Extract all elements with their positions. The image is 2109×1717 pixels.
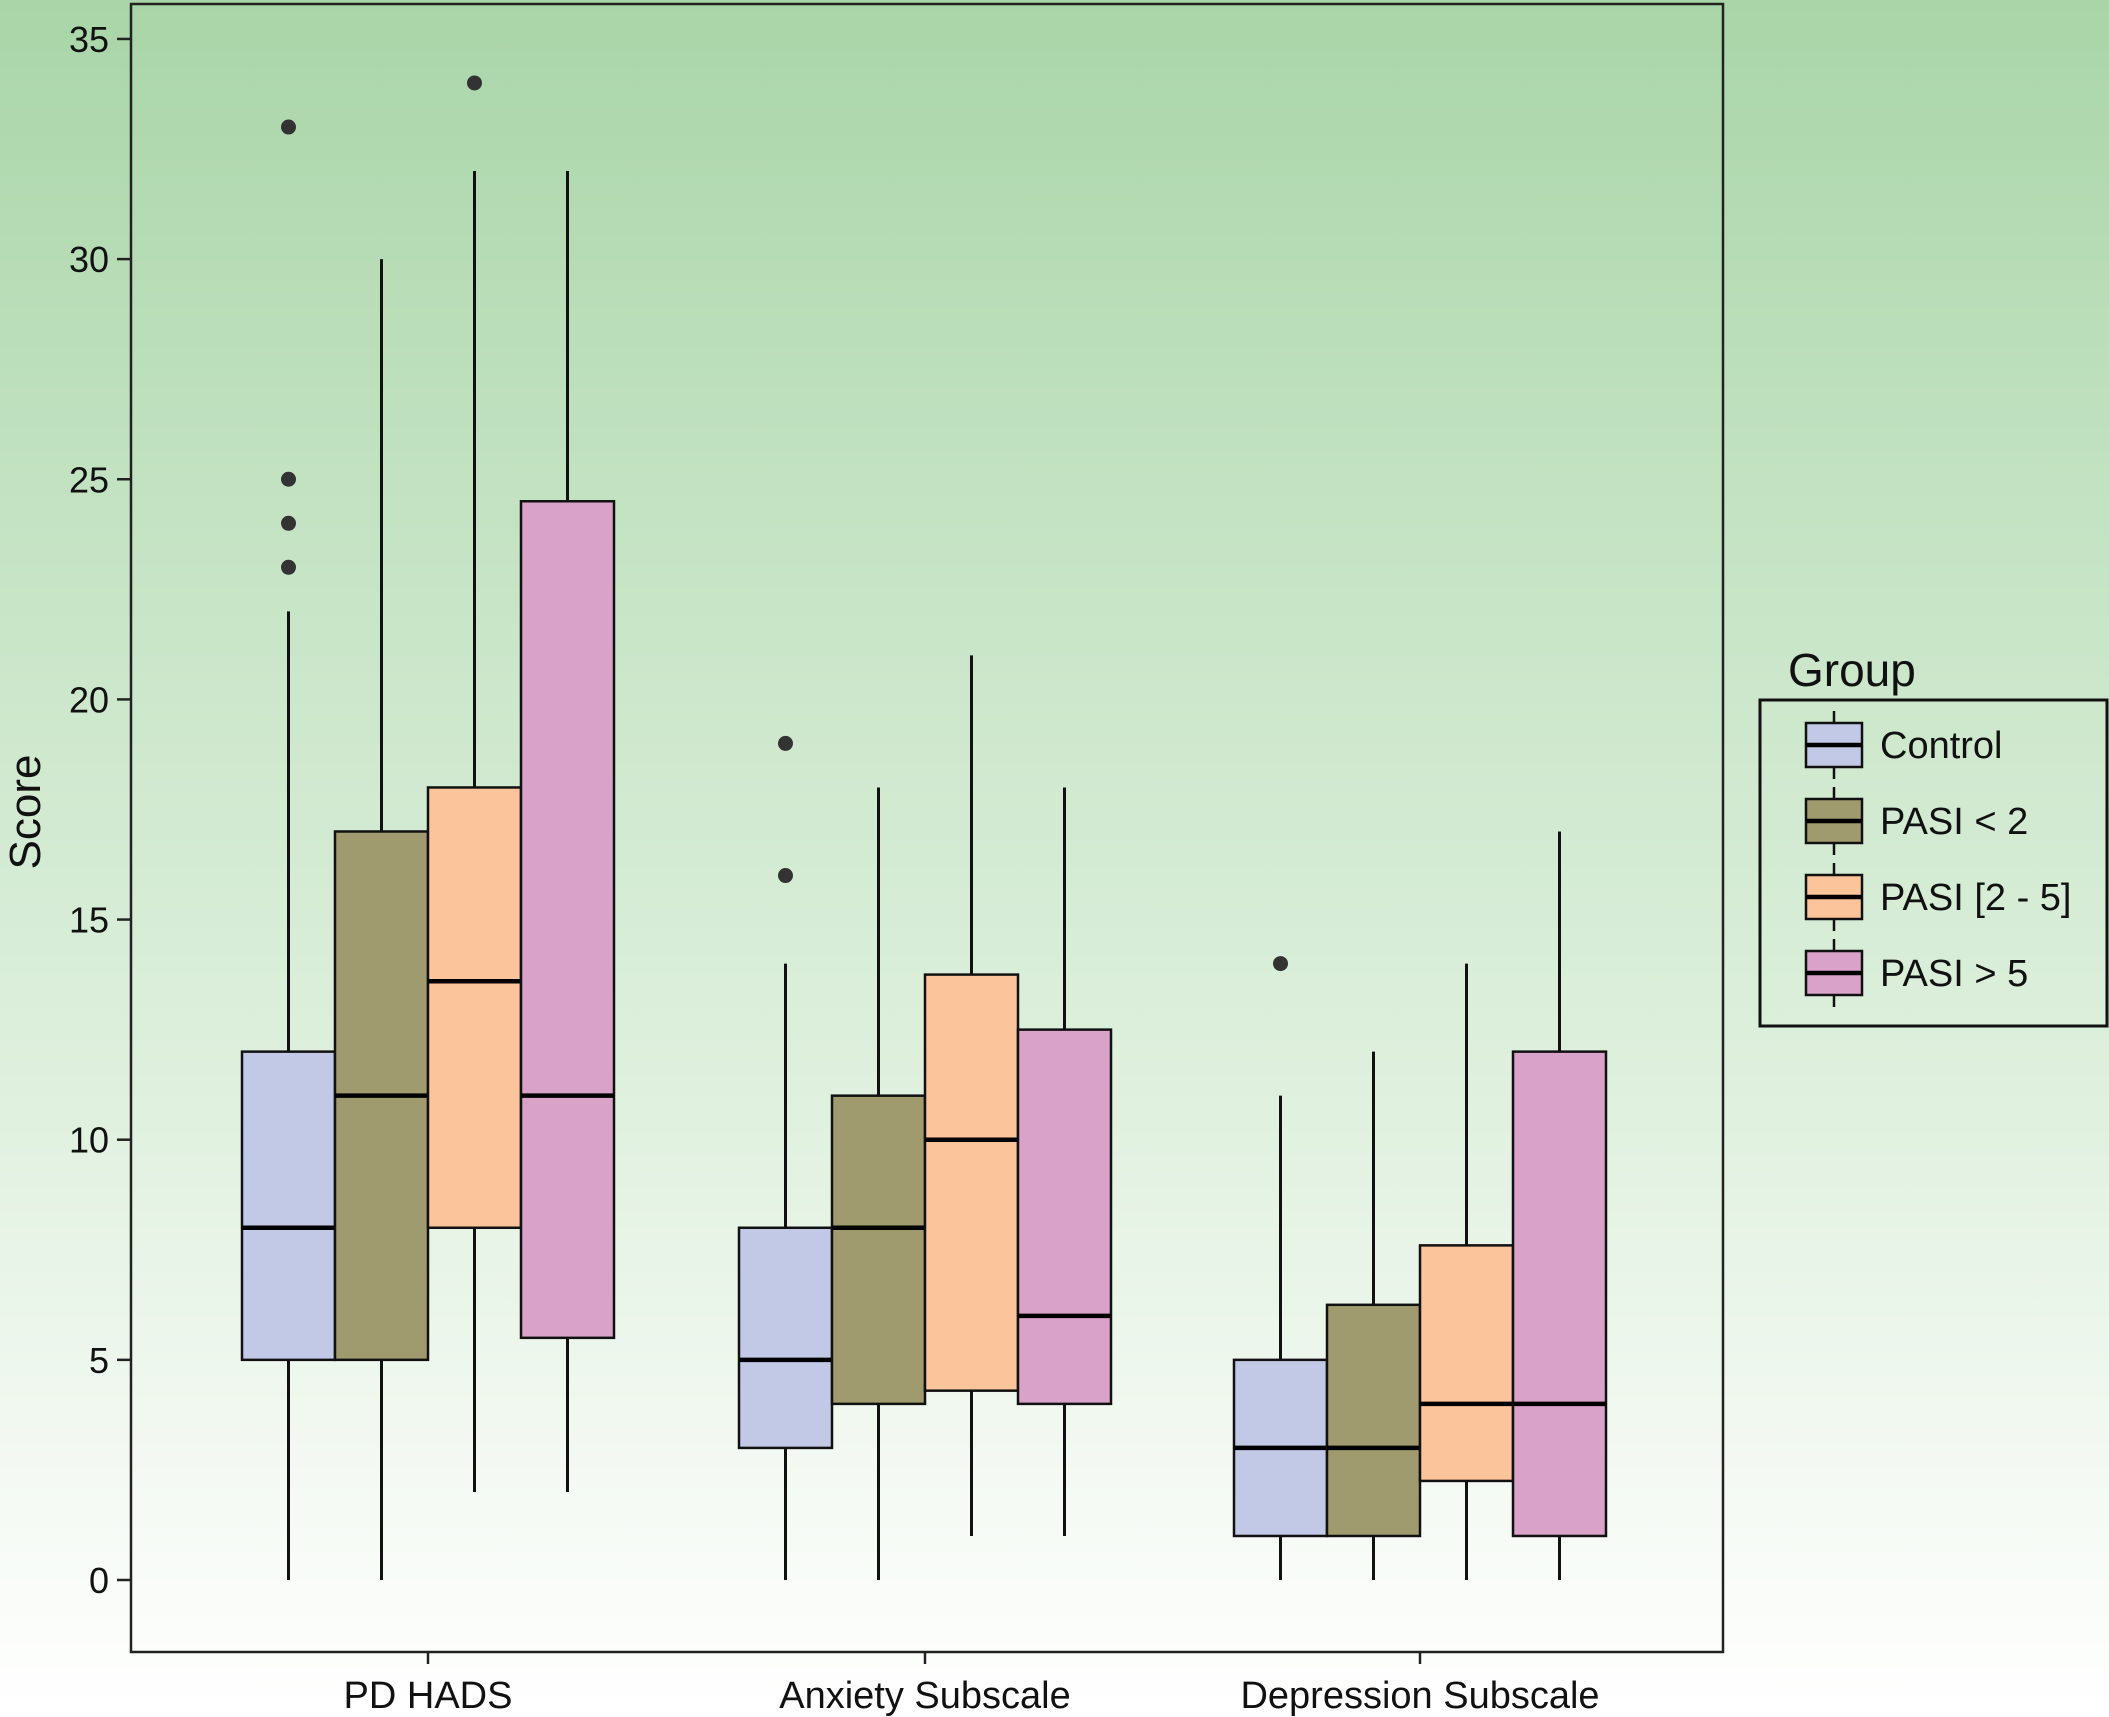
legend: Group Control PASI < 2 PASI [2 - 5] PASI > … — [1758, 644, 2109, 1028]
box-iqr — [426, 786, 523, 1230]
legend-item: PASI > 5 — [1804, 939, 2028, 1007]
outlier-point — [281, 471, 296, 487]
y-tick-label: 30 — [69, 239, 109, 280]
x-tick-label: PD HADS — [344, 1675, 513, 1717]
x-tick-label: Depression Subscale — [1240, 1675, 1599, 1717]
y-axis: 0 5 10 15 20 25 30 35 — [69, 19, 131, 1601]
y-axis-title: Score — [1, 755, 50, 870]
legend-label: PASI [2 - 5] — [1880, 877, 2071, 919]
box-iqr — [830, 1094, 927, 1406]
x-axis: PD HADS Anxiety Subscale Depression Subsca… — [344, 1652, 1600, 1717]
plot-area — [129, 2, 1725, 1654]
legend-item: PASI [2 - 5] — [1804, 863, 2071, 931]
plot-frame — [129, 2, 1725, 1654]
y-tick-label: 35 — [69, 19, 109, 60]
outlier-point — [778, 735, 793, 751]
outlier-point — [281, 559, 296, 575]
box-iqr — [1511, 1050, 1608, 1538]
legend-item: PASI < 2 — [1804, 787, 2028, 855]
box-0-1 — [737, 735, 834, 1580]
outlier-point — [467, 75, 482, 91]
box-iqr — [1325, 1303, 1422, 1538]
y-tick-label: 15 — [69, 900, 109, 941]
y-tick-label: 20 — [69, 679, 109, 720]
box-2-2 — [1418, 963, 1515, 1580]
legend-label: PASI < 2 — [1880, 801, 2028, 843]
box-3-1 — [1016, 787, 1113, 1536]
legend-frame — [1758, 698, 2109, 1028]
box-iqr — [1418, 1244, 1515, 1483]
outlier-point — [778, 868, 793, 884]
box-2-0 — [426, 75, 523, 1492]
box-3-0 — [519, 171, 616, 1492]
box-iqr — [519, 500, 616, 1340]
y-tick-label: 5 — [89, 1340, 109, 1381]
box-1-1 — [830, 787, 927, 1580]
y-tick-label: 25 — [69, 459, 109, 500]
y-tick-label: 0 — [89, 1560, 109, 1601]
box-2-1 — [923, 655, 1020, 1536]
legend-label: Control — [1880, 725, 2003, 767]
box-1-2 — [1325, 1051, 1422, 1580]
box-3-2 — [1511, 831, 1608, 1580]
box-0-2 — [1232, 956, 1329, 1580]
legend-item: Control — [1804, 711, 2003, 779]
legend-label: PASI > 5 — [1880, 953, 2028, 995]
box-iqr — [737, 1226, 834, 1450]
box-1-0 — [333, 259, 430, 1580]
outlier-point — [281, 515, 296, 531]
box-iqr — [240, 1050, 337, 1362]
box-iqr — [1016, 1028, 1113, 1406]
outlier-point — [281, 119, 296, 135]
legend-title: Group — [1788, 644, 1916, 696]
outlier-point — [1273, 956, 1288, 972]
x-tick-label: Anxiety Subscale — [779, 1675, 1071, 1717]
box-0-0 — [240, 119, 337, 1580]
y-tick-label: 10 — [69, 1120, 109, 1161]
box-iqr — [923, 973, 1020, 1392]
